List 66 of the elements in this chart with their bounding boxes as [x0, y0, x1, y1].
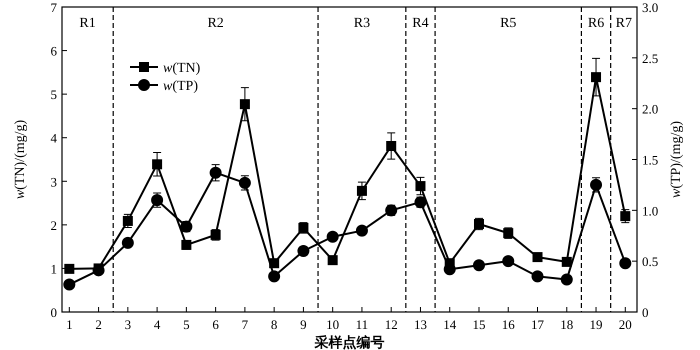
x-tick-label: 15 — [472, 317, 486, 332]
point — [64, 264, 74, 274]
y-tick-label: 4 — [50, 130, 58, 146]
point — [562, 256, 572, 267]
point — [122, 236, 134, 249]
x-tick-label: 5 — [183, 317, 190, 332]
x-tick-label: 4 — [154, 317, 161, 332]
point — [502, 255, 514, 268]
point — [268, 270, 280, 282]
x-tick-label: 12 — [384, 317, 398, 332]
y2-tick-label: 2.0 — [642, 102, 658, 117]
x-tick-label: 2 — [95, 317, 102, 332]
y-tick-label: 2 — [50, 218, 57, 233]
y2-tick-label: 3.0 — [642, 0, 658, 15]
annotation: R2 — [207, 16, 224, 31]
y2-tick-label: 0.5 — [642, 254, 658, 270]
x-tick-label: 10 — [326, 317, 340, 332]
y-tick-label: 5 — [50, 87, 57, 102]
point — [532, 252, 543, 262]
x-tick-label: 16 — [502, 317, 516, 332]
annotation: R7 — [616, 16, 632, 31]
point — [560, 273, 573, 286]
point — [472, 259, 485, 272]
x-tick-label: 13 — [414, 317, 427, 332]
point — [532, 270, 544, 282]
point — [328, 255, 338, 266]
point — [591, 72, 602, 82]
x-tick-label: 7 — [242, 317, 249, 332]
point — [415, 181, 426, 192]
x-tick-label: 11 — [356, 317, 368, 332]
x-tick-label: 3 — [124, 317, 132, 332]
annotation: R3 — [354, 16, 370, 31]
annotation: R6 — [588, 16, 604, 31]
y2-tick-label: 2.5 — [642, 50, 658, 66]
x-tick-label: 14 — [443, 317, 457, 332]
point — [386, 140, 396, 151]
y2-tick-label: 1.0 — [642, 203, 658, 218]
point — [152, 159, 162, 170]
annotation: R4 — [412, 16, 429, 31]
point — [619, 257, 632, 270]
x-tick-label: 17 — [531, 317, 545, 332]
x-tick-label: 9 — [300, 317, 307, 332]
x-tick-label: 8 — [270, 317, 278, 332]
y2-tick-label: 0 — [642, 305, 648, 320]
annotation: R5 — [500, 16, 516, 31]
y-tick-label: 6 — [50, 44, 58, 59]
point — [240, 99, 250, 110]
point — [63, 278, 76, 291]
x-axis-title: 采样点编号 — [314, 334, 384, 350]
x-tick-label: 19 — [590, 317, 603, 332]
y2-axis-title: w(TP)/(mg/g) — [669, 120, 684, 198]
x-tick-label: 6 — [212, 317, 220, 332]
y-tick-label: 7 — [50, 0, 58, 15]
x-tick-label: 20 — [618, 317, 632, 332]
x-tick-label: 1 — [66, 317, 73, 332]
y-tick-label: 0 — [50, 305, 57, 320]
annotation: R1 — [79, 16, 96, 31]
y2-tick-label: 1.5 — [642, 152, 658, 168]
point — [356, 186, 367, 196]
legend-label: w(TN) — [163, 61, 201, 76]
legend-label: w(TP) — [163, 79, 198, 94]
y-axis-title: w(TN)/(mg/g) — [13, 120, 28, 200]
point — [210, 166, 222, 179]
y-tick-label: 1 — [50, 261, 57, 276]
x-tick-label: 18 — [560, 317, 574, 332]
y-tick-label: 3 — [50, 174, 57, 190]
